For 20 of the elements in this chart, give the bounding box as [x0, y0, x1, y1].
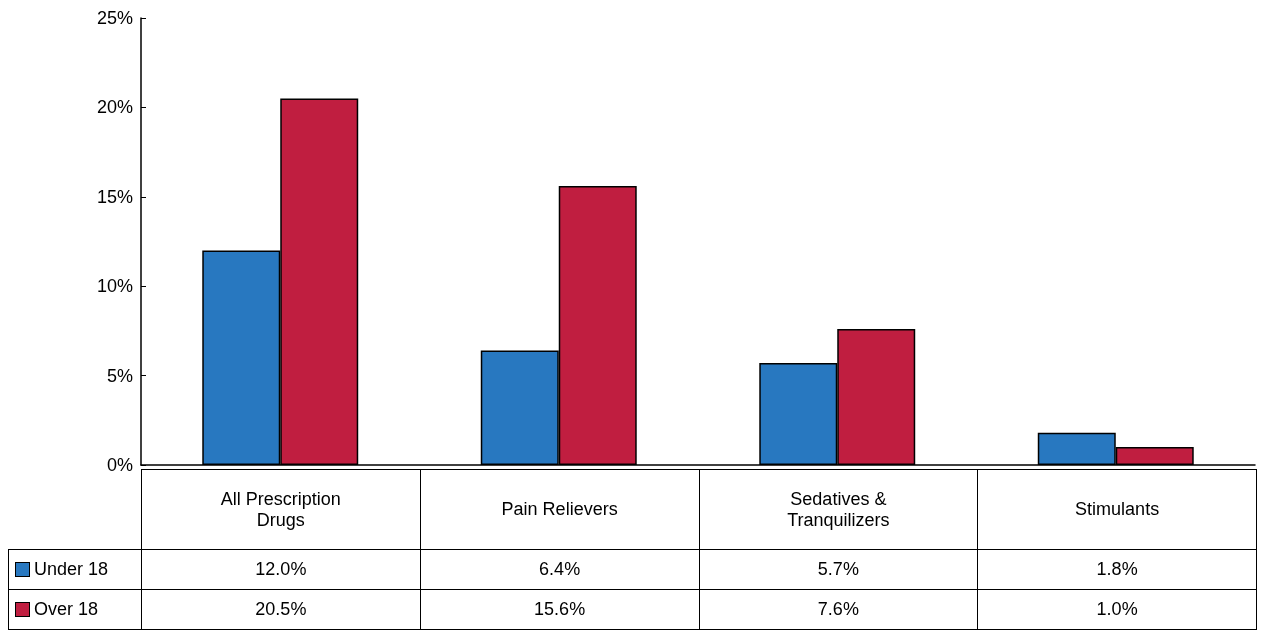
data-label: 6.4% [419, 549, 700, 590]
data-label: 20.5% [141, 589, 421, 630]
x-tick-label: Pain Relievers [419, 469, 700, 550]
y-tick-label: 15% [96, 186, 133, 207]
legend-label: Over 18 [8, 589, 142, 630]
x-tick-label: All Prescription Drugs [141, 469, 421, 550]
y-tick-label: 5% [106, 365, 133, 386]
y-tick-label: 10% [96, 276, 133, 297]
data-label: 7.6% [698, 589, 979, 630]
legend-label: Under 18 [8, 549, 142, 590]
y-tick-label: 25% [96, 8, 133, 28]
data-label: 12.0% [141, 549, 421, 590]
data-label: 15.6% [419, 589, 700, 630]
x-tick-label: Sedatives & Tranquilizers [698, 469, 979, 550]
x-tick-label: Stimulants [977, 469, 1257, 550]
y-tick-label: 20% [96, 97, 133, 118]
data-label: 1.8% [977, 549, 1257, 590]
data-label: 1.0% [977, 589, 1257, 630]
data-label: 5.7% [698, 549, 979, 590]
y-tick-label: 0% [106, 455, 133, 475]
